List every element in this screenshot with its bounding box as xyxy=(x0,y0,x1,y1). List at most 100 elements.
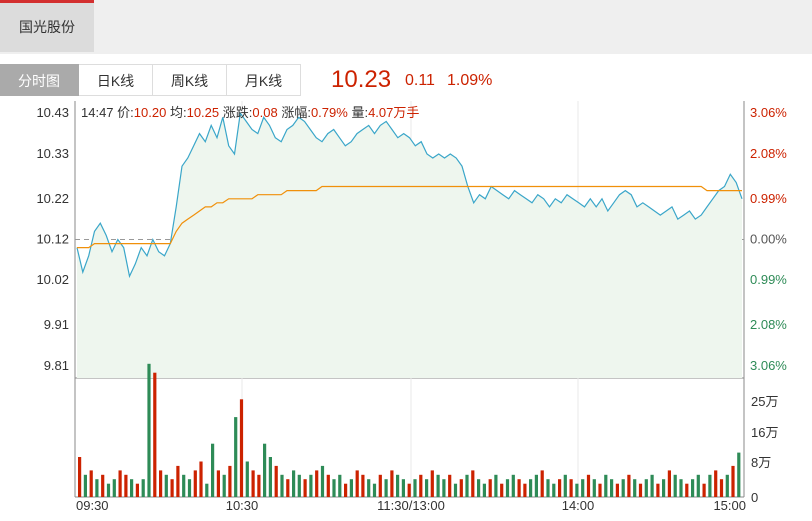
volume-bar xyxy=(737,452,741,497)
volume-bar xyxy=(326,474,330,497)
volume-bar xyxy=(216,470,220,497)
volume-bar xyxy=(349,479,353,497)
volume-bar xyxy=(199,461,203,497)
info-vol: 4.07万手 xyxy=(368,105,420,120)
volume-bar xyxy=(552,483,556,497)
volume-bar xyxy=(106,483,111,497)
volume-bar xyxy=(471,470,475,497)
volume-bar xyxy=(517,479,521,497)
volume-bar xyxy=(482,483,486,497)
volume-bar xyxy=(344,483,348,497)
y-tick-label: 10.12 xyxy=(36,232,69,247)
chart-tabs: 分时图 日K线 周K线 月K线 xyxy=(0,64,301,96)
volume-bar xyxy=(239,399,244,497)
volume-bar xyxy=(662,479,666,497)
y-tick-label: 9.81 xyxy=(44,358,69,373)
volume-bar xyxy=(338,474,342,497)
volume-bar xyxy=(286,479,290,497)
y-tick-label: 9.91 xyxy=(44,317,69,332)
y-tick-label: 10.33 xyxy=(36,146,69,161)
price-area-fill xyxy=(77,113,742,378)
info-time: 14:47 xyxy=(81,105,114,120)
volume-bar xyxy=(268,457,272,497)
info-avg: 10.25 xyxy=(186,105,220,120)
info-pct-label: 涨幅: xyxy=(281,105,311,120)
volume-bar xyxy=(430,470,434,497)
y-tick-label: 10.02 xyxy=(36,272,69,287)
volume-bar xyxy=(615,483,619,497)
volume-bar xyxy=(407,483,411,497)
volume-bar xyxy=(355,470,359,497)
info-vol-label: 量: xyxy=(351,105,369,120)
volume-bar xyxy=(234,417,238,497)
volume-bar xyxy=(529,479,533,497)
volume-bar xyxy=(182,474,186,497)
volume-bar xyxy=(164,474,168,497)
volume-bar xyxy=(581,479,585,497)
volume-bar xyxy=(390,470,394,497)
volume-bar xyxy=(378,474,382,497)
volume-bar xyxy=(448,474,452,497)
volume-bar xyxy=(425,479,429,497)
tab-monthly-k[interactable]: 月K线 xyxy=(227,64,301,96)
volume-bar xyxy=(644,479,648,497)
volume-bar xyxy=(638,483,643,497)
volume-bar xyxy=(708,474,712,497)
volume-bar xyxy=(494,474,498,497)
volume-bar xyxy=(101,474,105,497)
current-price: 10.23 xyxy=(331,66,392,93)
volume-bar xyxy=(575,483,579,497)
info-change: 0.08 xyxy=(252,105,278,120)
volume-bar xyxy=(702,483,706,497)
volume-bar xyxy=(656,483,660,497)
volume-bar xyxy=(401,479,405,497)
volume-bar xyxy=(297,474,301,497)
volume-bar xyxy=(673,474,677,497)
volume-bar xyxy=(78,457,82,497)
volume-bar xyxy=(465,474,469,497)
volume-bar xyxy=(477,479,481,497)
volume-bar xyxy=(534,474,538,497)
y-tick-label: 10.43 xyxy=(36,105,69,120)
volume-bar xyxy=(598,483,602,497)
volume-bar xyxy=(459,479,463,497)
volume-bar xyxy=(731,465,735,497)
volume-bar xyxy=(170,479,174,497)
tab-daily-k[interactable]: 日K线 xyxy=(79,64,153,96)
volume-bar xyxy=(667,470,671,497)
volume-bar xyxy=(89,470,93,497)
volume-bar xyxy=(610,479,614,497)
tab-weekly-k[interactable]: 周K线 xyxy=(153,64,227,96)
vol-tick-label: 8万 xyxy=(751,455,771,470)
volume-bar xyxy=(159,470,163,497)
x-tick-label: 11:30/13:00 xyxy=(377,498,445,513)
pct-tick-zero: 0.00% xyxy=(750,232,787,247)
volume-bar xyxy=(147,363,151,497)
volume-bar xyxy=(303,479,307,497)
x-tick-label: 09:30 xyxy=(76,498,109,513)
volume-bar xyxy=(309,474,313,497)
tab-intraday[interactable]: 分时图 xyxy=(0,64,79,96)
intraday-chart: 10.43 10.33 10.22 10.12 10.02 9.91 9.81 3.06% 2.… xyxy=(36,101,787,513)
stock-name-tab[interactable]: 国光股份 xyxy=(0,0,94,52)
vol-tick-label: 16万 xyxy=(751,425,778,440)
volume-bar xyxy=(135,483,139,497)
info-pct: 0.79% xyxy=(310,105,348,120)
volume-bar xyxy=(263,443,267,497)
volume-bar xyxy=(384,479,388,497)
volume-bar xyxy=(176,465,180,497)
volume-bar xyxy=(280,474,284,497)
price-change: 0.11 xyxy=(405,72,435,89)
volume-bar xyxy=(546,479,550,497)
volume-bar xyxy=(592,479,596,497)
volume-bar xyxy=(274,465,278,497)
volume-bar xyxy=(112,479,116,497)
x-tick-label: 14:00 xyxy=(562,498,595,513)
volume-bar xyxy=(650,474,654,497)
volume-bar xyxy=(604,474,608,497)
price-percent: 1.09% xyxy=(447,72,493,89)
volume-bar xyxy=(245,461,249,497)
volume-bar xyxy=(257,474,261,497)
volume-bar xyxy=(413,479,417,497)
volume-bar xyxy=(569,479,573,497)
